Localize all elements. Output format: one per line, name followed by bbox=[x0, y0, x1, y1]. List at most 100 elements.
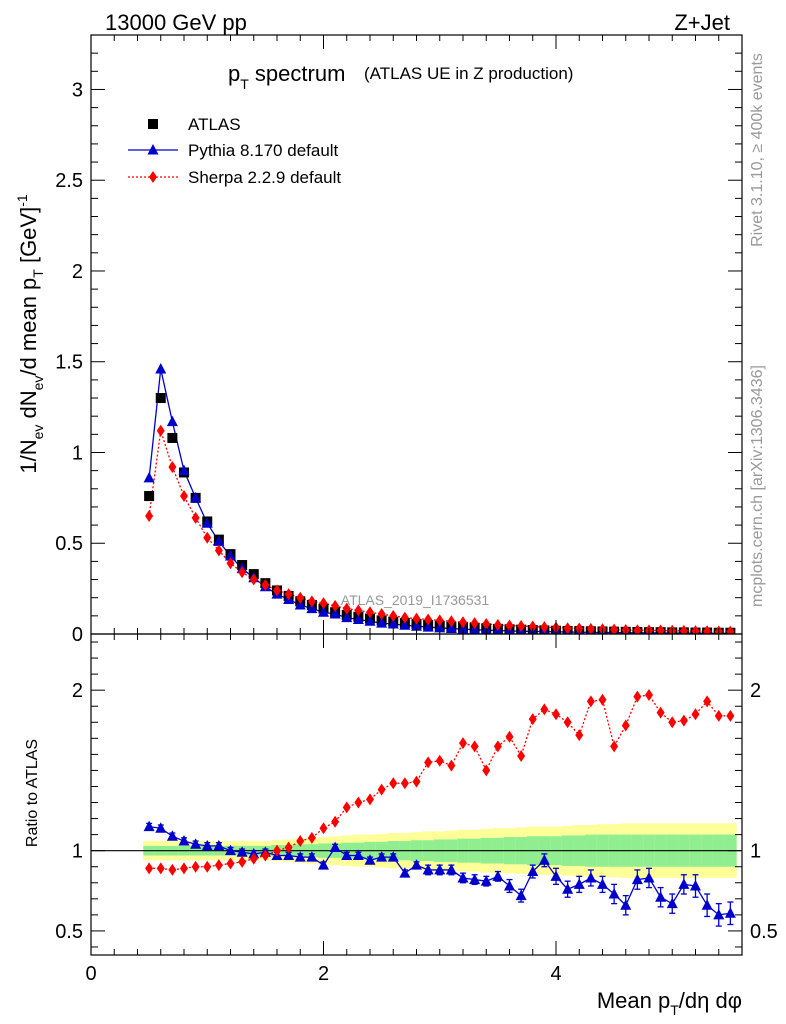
rivet-label: Rivet 3.1.10, ≥ 400k events bbox=[749, 53, 766, 247]
sherpa-marker bbox=[400, 777, 409, 790]
sherpa-marker bbox=[307, 595, 316, 608]
sherpa-marker bbox=[482, 764, 491, 777]
analysis-watermark: ATLAS_2019_I1736531 bbox=[341, 592, 490, 608]
pythia-marker bbox=[643, 871, 655, 883]
ratio-frame bbox=[90, 633, 743, 956]
atlas-marker bbox=[144, 491, 155, 502]
energy-label: 13000 GeV pp bbox=[105, 10, 247, 35]
sherpa-marker bbox=[319, 822, 328, 835]
pythia-marker bbox=[655, 891, 667, 902]
pythia-marker bbox=[492, 870, 504, 881]
pythia-marker bbox=[376, 851, 388, 862]
pythia-marker bbox=[364, 615, 376, 626]
sherpa-marker bbox=[249, 852, 258, 865]
sherpa-marker bbox=[459, 616, 467, 629]
sherpa-marker bbox=[726, 625, 735, 634]
pythia-marker bbox=[527, 865, 539, 877]
pythia-marker bbox=[306, 851, 318, 862]
ratio-y-tick-label-left: 1 bbox=[72, 841, 83, 863]
pythia-marker bbox=[143, 820, 155, 832]
main-y-tick-label: 3 bbox=[72, 79, 83, 101]
pythia-marker bbox=[329, 841, 341, 852]
sherpa-marker bbox=[180, 862, 188, 875]
main-ylabel: 1/Nev dNev/d mean pT [GeV]-1 bbox=[14, 194, 46, 474]
sherpa-marker bbox=[598, 693, 607, 706]
sherpa-marker bbox=[214, 859, 223, 872]
sherpa-marker bbox=[424, 613, 433, 626]
pythia-marker bbox=[190, 491, 202, 503]
sherpa-marker bbox=[149, 171, 157, 183]
pythia-marker bbox=[411, 620, 422, 631]
pythia-marker bbox=[201, 839, 213, 851]
pythia-marker bbox=[690, 879, 701, 891]
sherpa-marker bbox=[435, 614, 444, 627]
pythia-marker bbox=[352, 849, 364, 860]
pythia-marker bbox=[480, 875, 492, 886]
pythia-marker bbox=[631, 873, 643, 885]
sherpa-marker bbox=[342, 602, 351, 615]
pythia-marker bbox=[201, 517, 213, 528]
main-series-clipped bbox=[143, 362, 736, 634]
pythia-marker bbox=[178, 464, 190, 476]
sherpa-marker bbox=[261, 578, 270, 591]
sherpa-marker bbox=[145, 862, 154, 875]
ratio-uncertainty-bands bbox=[91, 823, 742, 878]
pythia-marker bbox=[469, 873, 481, 885]
main-y-tick-label: 1 bbox=[72, 442, 83, 464]
pythia-marker bbox=[213, 535, 225, 546]
pythia-marker bbox=[364, 854, 376, 865]
pythia-marker bbox=[225, 844, 236, 856]
legend-label: Sherpa 2.2.9 default bbox=[188, 168, 341, 187]
pythia-marker bbox=[597, 878, 608, 889]
sherpa-marker bbox=[203, 860, 212, 873]
ratio-y-tick-label-right: 2 bbox=[750, 680, 761, 702]
legend-label: ATLAS bbox=[188, 115, 241, 134]
main-y-tick-label: 2.5 bbox=[55, 170, 83, 192]
sherpa-marker bbox=[156, 862, 165, 875]
pythia-marker bbox=[434, 863, 446, 875]
sherpa-marker bbox=[505, 730, 514, 743]
atlas-marker bbox=[148, 119, 158, 129]
sherpa-marker bbox=[203, 531, 212, 544]
pythia-marker bbox=[376, 617, 388, 628]
sherpa-marker bbox=[156, 424, 165, 437]
pythia-marker bbox=[155, 362, 167, 374]
pythia-marker bbox=[225, 549, 236, 561]
xlabel: Mean pT/dη dφ bbox=[597, 988, 742, 1018]
pythia-marker bbox=[422, 621, 434, 632]
sherpa-marker bbox=[273, 584, 281, 597]
sherpa-marker bbox=[389, 609, 398, 622]
pythia-marker bbox=[457, 871, 469, 883]
ratio-y-tick-label-right: 1 bbox=[750, 841, 761, 863]
sherpa-marker bbox=[226, 557, 235, 570]
sherpa-marker bbox=[400, 611, 409, 624]
sherpa-marker bbox=[540, 703, 549, 716]
sherpa-marker bbox=[470, 740, 479, 753]
sherpa-marker bbox=[505, 619, 514, 632]
sherpa-marker bbox=[331, 815, 340, 828]
sherpa-marker bbox=[424, 756, 433, 769]
sherpa-marker bbox=[412, 775, 421, 788]
sherpa-marker bbox=[679, 624, 688, 634]
sherpa-marker bbox=[168, 461, 177, 474]
sherpa-marker bbox=[366, 606, 374, 619]
pythia-marker bbox=[515, 889, 527, 901]
sherpa-marker bbox=[703, 695, 712, 708]
sherpa-marker bbox=[412, 612, 421, 625]
sherpa-marker bbox=[389, 777, 398, 790]
sherpa-marker bbox=[633, 624, 642, 634]
x-tick-label: 2 bbox=[318, 963, 329, 985]
sherpa-marker bbox=[238, 566, 247, 579]
pythia-marker bbox=[294, 598, 306, 610]
pythia-marker bbox=[166, 415, 178, 427]
sherpa-marker bbox=[493, 618, 502, 631]
sherpa-marker bbox=[610, 740, 619, 753]
sherpa-marker bbox=[342, 801, 351, 814]
pythia-marker bbox=[666, 897, 678, 909]
pythia-marker bbox=[190, 838, 202, 849]
pythia-marker bbox=[318, 606, 329, 617]
sherpa-marker bbox=[493, 740, 502, 753]
legend-label: Pythia 8.170 default bbox=[188, 141, 339, 160]
sherpa-marker bbox=[540, 621, 549, 634]
